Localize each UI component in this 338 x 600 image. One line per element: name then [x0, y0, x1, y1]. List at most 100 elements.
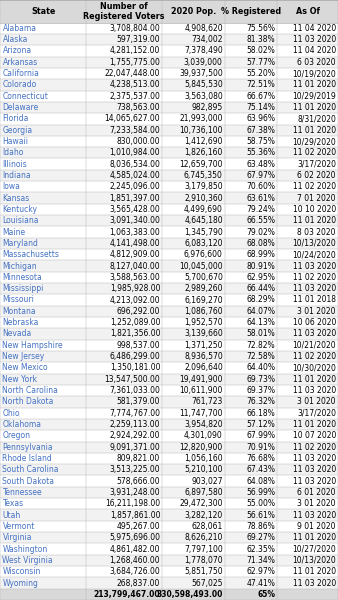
Bar: [0, 283, 338, 295]
Text: 3/17/2020: 3/17/2020: [297, 409, 336, 418]
Text: 63.61%: 63.61%: [246, 194, 275, 203]
Bar: [0, 340, 338, 351]
Text: 11 03 2020: 11 03 2020: [293, 386, 336, 395]
Text: 738,563.00: 738,563.00: [117, 103, 160, 112]
Bar: [0, 45, 338, 56]
Text: 76.32%: 76.32%: [246, 397, 275, 406]
Bar: [0, 147, 338, 158]
Text: 567,025: 567,025: [191, 578, 223, 587]
Bar: [0, 464, 338, 475]
Text: 3,091,340.00: 3,091,340.00: [110, 216, 160, 225]
Text: 81.38%: 81.38%: [246, 35, 275, 44]
Text: 3,563,080: 3,563,080: [184, 92, 223, 101]
Text: 11 03 2020: 11 03 2020: [293, 476, 336, 485]
Text: South Dakota: South Dakota: [2, 476, 54, 485]
Text: 10/27/2020: 10/27/2020: [292, 545, 336, 554]
Text: Illinois: Illinois: [2, 160, 27, 169]
Text: 1,851,397.00: 1,851,397.00: [110, 194, 160, 203]
Text: Arizona: Arizona: [2, 46, 32, 55]
Text: Georgia: Georgia: [2, 125, 33, 134]
Text: 734,002: 734,002: [191, 35, 223, 44]
Text: 66.18%: 66.18%: [246, 409, 275, 418]
Bar: [0, 521, 338, 532]
Text: Montana: Montana: [2, 307, 36, 316]
Text: 9 01 2020: 9 01 2020: [297, 522, 336, 531]
Text: Michigan: Michigan: [2, 262, 37, 271]
Text: 10/24/2020: 10/24/2020: [292, 250, 336, 259]
Text: 4,861,482.00: 4,861,482.00: [110, 545, 160, 554]
Text: 72.51%: 72.51%: [246, 80, 275, 89]
Text: 11 03 2020: 11 03 2020: [293, 284, 336, 293]
Text: State: State: [31, 7, 55, 16]
Text: 11 03 2020: 11 03 2020: [293, 262, 336, 271]
Bar: [0, 419, 338, 430]
Text: 67.97%: 67.97%: [246, 171, 275, 180]
Bar: [86, 0, 162, 23]
Text: 72.82%: 72.82%: [246, 341, 275, 350]
Text: 69.73%: 69.73%: [246, 375, 275, 384]
Bar: [0, 566, 338, 577]
Text: 6,745,350: 6,745,350: [184, 171, 223, 180]
Text: 58.01%: 58.01%: [246, 329, 275, 338]
Bar: [0, 555, 338, 566]
Text: 10 10 2020: 10 10 2020: [293, 205, 336, 214]
Text: 11 01 2020: 11 01 2020: [293, 216, 336, 225]
Bar: [225, 0, 277, 23]
Text: 10/21/2020: 10/21/2020: [292, 341, 336, 350]
Text: 761,723: 761,723: [191, 397, 223, 406]
Text: 11 03 2020: 11 03 2020: [293, 466, 336, 475]
Text: Virginia: Virginia: [2, 533, 32, 542]
Bar: [0, 295, 338, 305]
Text: Massachusetts: Massachusetts: [2, 250, 59, 259]
Text: 7,378,490: 7,378,490: [184, 46, 223, 55]
Text: Washington: Washington: [2, 545, 48, 554]
Text: Alaska: Alaska: [2, 35, 28, 44]
Text: 4,585,024.00: 4,585,024.00: [110, 171, 160, 180]
Text: New Hampshire: New Hampshire: [2, 341, 63, 350]
Text: New Jersey: New Jersey: [2, 352, 45, 361]
Text: 55.20%: 55.20%: [246, 69, 275, 78]
Text: 7,797,100: 7,797,100: [184, 545, 223, 554]
Text: 8,936,570: 8,936,570: [184, 352, 223, 361]
Text: 10/29/2019: 10/29/2019: [292, 92, 336, 101]
Text: 58.02%: 58.02%: [246, 46, 275, 55]
Text: 5,845,530: 5,845,530: [184, 80, 223, 89]
Bar: [0, 487, 338, 498]
Text: 3 01 2020: 3 01 2020: [297, 499, 336, 508]
Text: 2,989,260: 2,989,260: [184, 284, 223, 293]
Text: 12,820,900: 12,820,900: [179, 443, 223, 452]
Text: 71.34%: 71.34%: [246, 556, 275, 565]
Text: 2,924,292.00: 2,924,292.00: [110, 431, 160, 440]
Text: Wyoming: Wyoming: [2, 578, 39, 587]
Text: 76.68%: 76.68%: [246, 454, 275, 463]
Text: 2,910,360: 2,910,360: [184, 194, 223, 203]
Text: Texas: Texas: [2, 499, 24, 508]
Text: 58.75%: 58.75%: [246, 137, 275, 146]
Text: 11 02 2020: 11 02 2020: [293, 443, 336, 452]
Text: Maryland: Maryland: [2, 239, 39, 248]
Text: 65%: 65%: [257, 590, 275, 599]
Text: 64.40%: 64.40%: [246, 364, 275, 373]
Text: 47.41%: 47.41%: [246, 578, 275, 587]
Bar: [0, 498, 338, 509]
Text: 11 01 2020: 11 01 2020: [293, 420, 336, 429]
Bar: [0, 102, 338, 113]
Bar: [0, 589, 338, 600]
Text: 78.86%: 78.86%: [246, 522, 275, 531]
Bar: [0, 68, 338, 79]
Text: 3 01 2020: 3 01 2020: [297, 307, 336, 316]
Bar: [0, 532, 338, 544]
Text: 55.36%: 55.36%: [246, 148, 275, 157]
Text: 8,127,040.00: 8,127,040.00: [110, 262, 160, 271]
Text: 56.99%: 56.99%: [246, 488, 275, 497]
Text: 11 02 2020: 11 02 2020: [293, 148, 336, 157]
Text: 3,954,820: 3,954,820: [184, 420, 223, 429]
Text: Delaware: Delaware: [2, 103, 39, 112]
Text: 6 01 2020: 6 01 2020: [297, 488, 336, 497]
Text: 11 03 2020: 11 03 2020: [293, 511, 336, 520]
Text: 70.91%: 70.91%: [246, 443, 275, 452]
Text: 79.24%: 79.24%: [246, 205, 275, 214]
Text: 6,083,120: 6,083,120: [184, 239, 223, 248]
Text: 578,666.00: 578,666.00: [117, 476, 160, 485]
Text: Ohio: Ohio: [2, 409, 20, 418]
